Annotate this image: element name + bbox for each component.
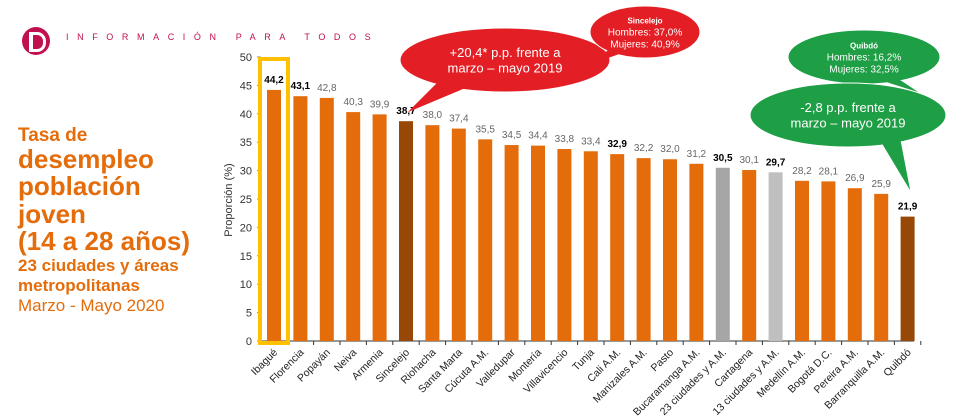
- y-tick-label: 10: [240, 279, 252, 291]
- bar: [689, 163, 704, 341]
- title-line: población: [18, 171, 141, 202]
- y-tick-label: 15: [240, 251, 252, 263]
- data-label: 29,7: [766, 157, 786, 168]
- data-label: 33,4: [581, 136, 601, 147]
- y-tick-label: 30: [240, 166, 252, 178]
- bar: [715, 167, 730, 341]
- y-tick-label: 0: [246, 336, 252, 348]
- data-label: 38,0: [423, 110, 443, 121]
- data-label: 32,2: [634, 143, 654, 154]
- bar: [478, 139, 493, 341]
- bar: [583, 151, 598, 341]
- bar: [531, 145, 545, 341]
- data-label: 40,3: [343, 97, 363, 108]
- data-label: 34,4: [528, 131, 548, 142]
- callout-text: Quibdó: [850, 42, 878, 51]
- title-line: joven: [18, 198, 86, 229]
- data-label: 30,5: [713, 153, 733, 164]
- y-tick-label: 20: [240, 222, 252, 234]
- bar: [874, 193, 889, 341]
- side-title: Tasa de desempleo población joven (14 a …: [18, 126, 190, 315]
- data-label: 33,8: [555, 134, 575, 145]
- bar: [821, 181, 836, 341]
- data-label: 30,1: [739, 155, 759, 166]
- data-label: 44,2: [264, 75, 284, 86]
- highlight-frame: [258, 57, 290, 345]
- callout-text: Hombres: 37,0%: [608, 28, 683, 39]
- subtitle-line: metropolitanas: [18, 275, 140, 295]
- bar: [663, 159, 677, 341]
- callout-text: Mujeres: 32,5%: [829, 65, 899, 76]
- callout-tail-cover: [408, 80, 470, 112]
- data-label: 43,1: [291, 81, 311, 92]
- callout-text: -2,8 p.p. frente a: [800, 100, 896, 115]
- x-tick-label: Quibdó: [881, 347, 914, 380]
- bar: [451, 128, 466, 341]
- callout-text: marzo – mayo 2019: [791, 115, 906, 130]
- y-tick-label: 40: [240, 109, 252, 121]
- data-label: 37,4: [449, 114, 469, 125]
- bar: [372, 114, 387, 341]
- title-line: Tasa de: [18, 125, 88, 146]
- callout-bubble: [399, 27, 611, 93]
- bar: [346, 112, 361, 341]
- data-label: 39,9: [370, 99, 390, 110]
- callout-bubble: [749, 82, 947, 148]
- data-label: 26,9: [845, 173, 865, 184]
- y-tick-label: 25: [240, 194, 252, 206]
- title-line: desempleo: [18, 143, 154, 174]
- bar: [504, 145, 519, 341]
- data-label: 28,2: [792, 166, 812, 177]
- bar: [557, 149, 572, 341]
- data-label: 21,9: [898, 202, 918, 213]
- callout-text: +20,4* p.p. frente a: [450, 45, 562, 60]
- dane-logo: [22, 27, 50, 55]
- callout-bubble: [589, 5, 701, 59]
- callout-text: Mujeres: 40,9%: [610, 40, 680, 51]
- callout-text: marzo – mayo 2019: [448, 60, 563, 75]
- callout-quibdo-sex: Quibdó Hombres: 16,2%Mujeres: 32,5%: [787, 29, 941, 92]
- bar: [900, 216, 915, 341]
- y-axis-label: Proporción (%): [223, 163, 235, 236]
- callout-sincelejo-sex: Sincelejo Hombres: 37,0%Mujeres: 40,9%: [589, 5, 701, 62]
- y-tick-label: 50: [240, 52, 252, 64]
- period: Marzo - Mayo 2020: [18, 295, 165, 315]
- bar: [425, 125, 440, 341]
- bar: [610, 154, 625, 341]
- bar: [795, 180, 809, 341]
- bar: [847, 188, 862, 341]
- data-label: 31,2: [687, 149, 707, 160]
- bar: [636, 158, 651, 341]
- data-label: 34,5: [502, 130, 522, 141]
- callout-tail-cover: [880, 80, 918, 92]
- y-tick-label: 35: [240, 137, 252, 149]
- callout-text: Hombres: 16,2%: [827, 53, 902, 64]
- data-label: 35,5: [475, 124, 495, 135]
- callout-tail-cover: [880, 138, 910, 190]
- y-tick-label: 5: [246, 308, 252, 320]
- bar: [399, 121, 413, 342]
- bar: [267, 89, 281, 341]
- title-line: (14 a 28 años): [18, 225, 190, 256]
- callout-tail-cover: [596, 48, 625, 62]
- y-tick-label: 45: [240, 80, 252, 92]
- data-label: 28,1: [819, 166, 839, 177]
- subtitle-line: 23 ciudades y áreas: [18, 256, 179, 276]
- bar: [293, 96, 308, 341]
- data-label: 25,9: [871, 179, 891, 190]
- data-label: 32,0: [660, 144, 680, 155]
- tagline: INFORMACIÓN PARA TODOS: [66, 32, 380, 42]
- bar: [319, 97, 334, 342]
- data-label: 42,8: [317, 83, 337, 94]
- data-label: 32,9: [607, 139, 627, 150]
- data-label: 38,7: [396, 106, 416, 117]
- callout-text: Sincelejo: [627, 17, 662, 26]
- bar: [742, 170, 757, 341]
- bar: [768, 172, 783, 341]
